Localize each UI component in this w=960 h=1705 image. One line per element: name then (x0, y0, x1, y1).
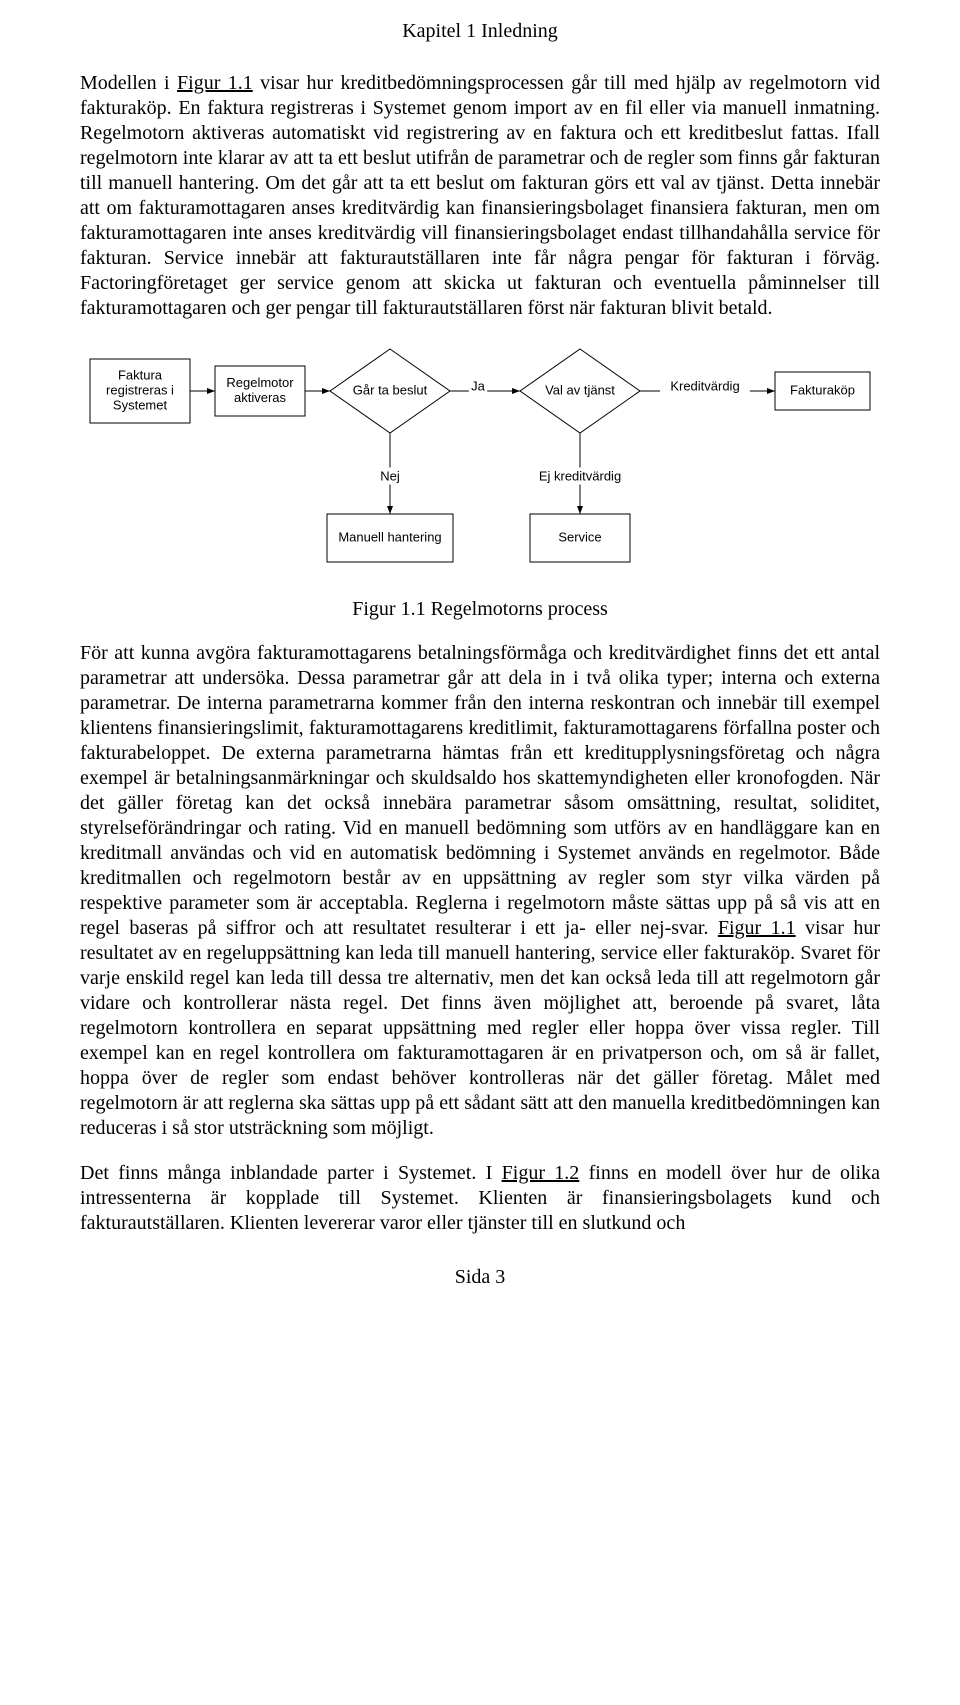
flow-node-label: Faktura (118, 367, 163, 382)
para1-text-a: Modellen i (80, 72, 177, 94)
flow-node-label: Fakturaköp (790, 382, 855, 397)
para2-text-b: visar hur resultatet av en regeluppsättn… (80, 917, 880, 1139)
flow-node-label: Systemet (113, 397, 168, 412)
flow-node-label: Manuell hantering (338, 529, 441, 544)
figure-ref-1-2: Figur 1.2 (502, 1162, 580, 1184)
para3-text-a: Det finns många inblandade parter i Syst… (80, 1162, 502, 1184)
figure-ref-1-1: Figur 1.1 (177, 72, 253, 94)
flow-node-label: Går ta beslut (353, 382, 428, 397)
paragraph-1: Modellen i Figur 1.1 visar hur kreditbed… (80, 71, 880, 321)
figure-ref-1-1b: Figur 1.1 (718, 917, 796, 939)
flowchart-figure-1-1: Ja Kreditvärdig Nej Ej kreditvärdig Fakturar… (80, 339, 880, 584)
flow-node-label: Val av tjänst (545, 382, 615, 397)
flow-node-label: Service (558, 529, 601, 544)
paragraph-3: Det finns många inblandade parter i Syst… (80, 1161, 880, 1236)
flow-node-label: aktiveras (234, 390, 287, 405)
para1-text-b: visar hur kreditbedömningsprocessen går … (80, 72, 880, 319)
page-number: Sida 3 (80, 1266, 880, 1289)
para2-text-a: För att kunna avgöra fakturamottagarens … (80, 642, 880, 939)
flowchart-svg: Ja Kreditvärdig Nej Ej kreditvärdig Fakturar… (80, 339, 880, 579)
chapter-heading: Kapitel 1 Inledning (80, 20, 880, 43)
flow-node-label: Regelmotor (226, 375, 294, 390)
paragraph-2: För att kunna avgöra fakturamottagarens … (80, 641, 880, 1141)
figure-caption: Figur 1.1 Regelmotorns process (80, 598, 880, 621)
flow-edge-label: Ja (471, 378, 486, 393)
flow-edge-label: Nej (380, 468, 400, 483)
flow-node-label: registreras i (106, 382, 174, 397)
flow-edge-label: Kreditvärdig (670, 378, 739, 393)
flow-edge-label: Ej kreditvärdig (539, 468, 621, 483)
